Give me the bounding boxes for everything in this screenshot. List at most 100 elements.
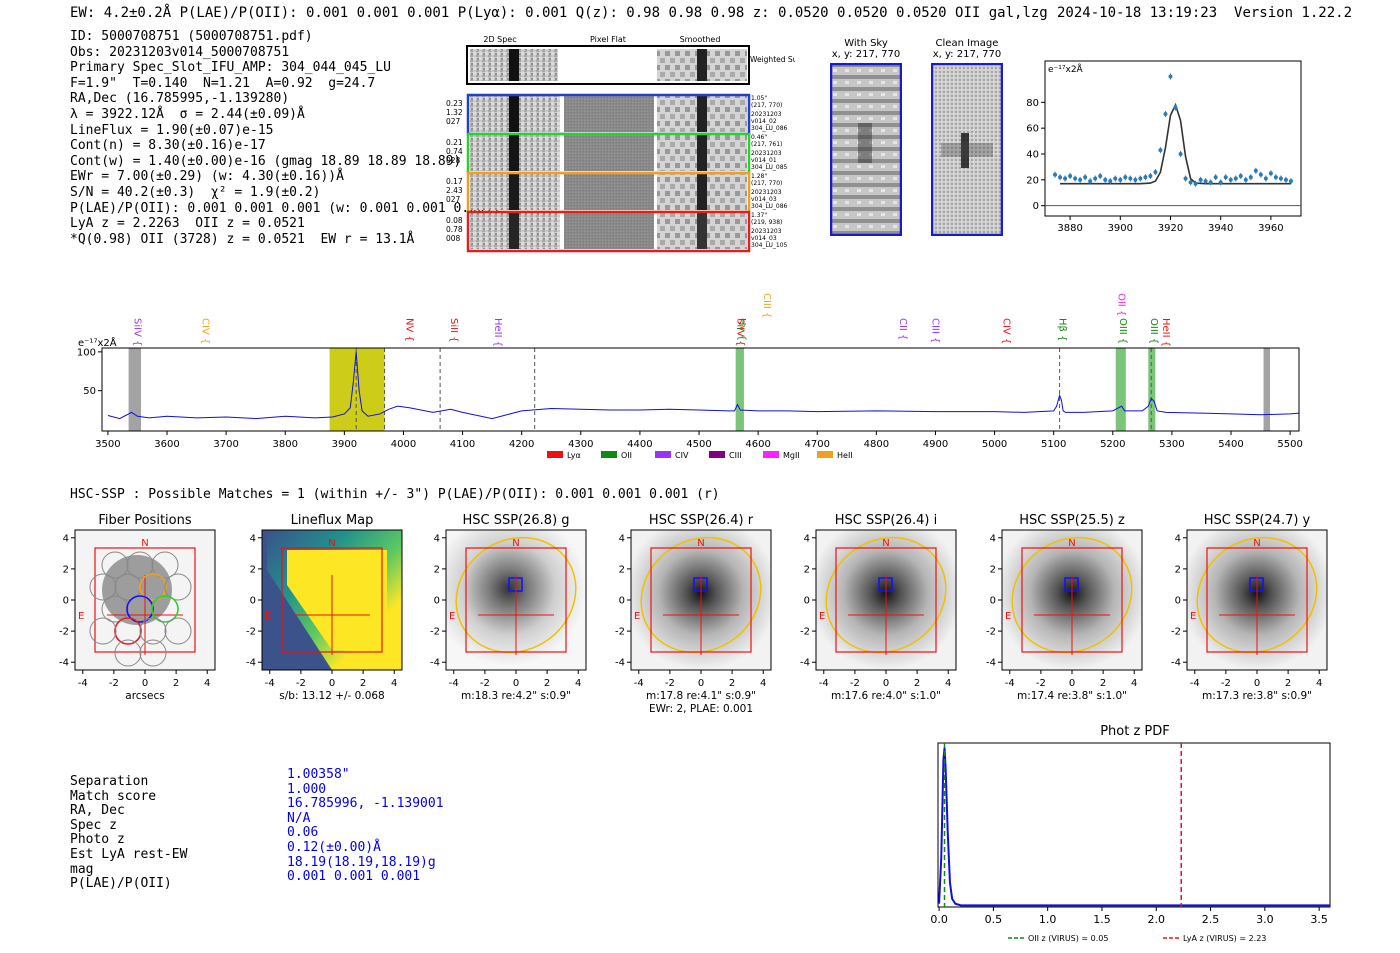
cutout-panel-7: HSC SSP(24.7) y N E -4 -4 -2 -2 0 0 2 2 4 4 m:17.3 re…	[1171, 513, 1328, 702]
info-lya-oii-z: LyA z = 2.2263 OII z = 0.0521	[70, 216, 305, 232]
summary-header: EW: 4.2±0.2Å P(LAE)/P(OII): 0.001 0.001 …	[70, 5, 1048, 21]
zoom-data-point	[1148, 173, 1153, 178]
spectrum-line-label: Hβ {	[1057, 318, 1068, 341]
zoom-data-point	[1248, 175, 1253, 180]
stamp-row-1-left-b: 1.32	[446, 108, 463, 117]
cutout-xtick-label: 2	[1100, 678, 1106, 689]
spectrum-xtick-label: 4000	[391, 439, 416, 450]
stamp-row-4-right-d: v014_03	[751, 235, 777, 242]
spectrum-line-label: HeII {	[1160, 318, 1171, 347]
cutout-ytick-label: 0	[804, 596, 810, 607]
spectrum-line-label: CII {	[897, 318, 908, 340]
stamp-row-1-right-a: 1.05"	[751, 95, 767, 102]
fiber-circle	[126, 551, 154, 579]
zoom-data-point	[1158, 148, 1163, 153]
cutout-ytick-label: 0	[990, 596, 996, 607]
spectrum-ylabel: e⁻¹⁷x2Å	[78, 336, 117, 349]
timestamp: 2024-10-18 13:19:23	[1057, 5, 1218, 21]
zoom-data-point	[1073, 176, 1078, 181]
photz-xtick-label: 3.5	[1310, 913, 1328, 926]
spec-stamps: 2D Spec Pixel Flat Smoothed Weighted Sum…	[446, 35, 795, 253]
value-photo-z: 0.06	[287, 825, 319, 841]
cutout-title: HSC SSP(26.8) g	[462, 513, 569, 528]
cutout-xtick-label: 4	[760, 678, 766, 689]
clean-image-coords: x, y: 217, 770	[932, 49, 1002, 60]
stamp-row-4-right-b: (219, 938)	[751, 219, 782, 226]
spectrum-line-label: CIII {	[930, 318, 941, 343]
cutout-ytick-label: 2	[434, 564, 440, 575]
zoom-data-point	[1288, 179, 1293, 184]
stamp-row-3-left-a: 0.17	[446, 177, 463, 186]
cutout-title: HSC SSP(26.4) i	[835, 513, 937, 528]
zoom-data-point	[1103, 177, 1108, 182]
zoom-data-point	[1208, 180, 1213, 185]
spectrum-legend-swatch	[601, 451, 617, 458]
cutout-title: Fiber Positions	[98, 513, 191, 528]
spectrum-xtick-label: 5300	[1159, 439, 1184, 450]
value-est-lya-ew: 0.12(±0.00)Å	[287, 839, 381, 855]
zoom-data-point	[1058, 175, 1063, 180]
spectrum-xtick-label: 5500	[1277, 439, 1302, 450]
value-mag: 18.19(18.19,18.19)g	[287, 854, 436, 870]
zoom-data-point	[1183, 176, 1188, 181]
cutout-ytick-label: -4	[430, 658, 440, 669]
cutout-ytick-label: 2	[1175, 564, 1181, 575]
fiber-circle	[126, 595, 154, 623]
cutout-xtick-label: -2	[1221, 678, 1231, 689]
zoom-data-point	[1063, 176, 1068, 181]
spectrum-xtick-label: 4900	[923, 439, 948, 450]
zoom-data-point	[1258, 172, 1263, 177]
cutout-xtick-label: 4	[1131, 678, 1137, 689]
fiber-circle	[114, 573, 142, 601]
cutout-ytick-label: -2	[986, 627, 996, 638]
spectrum-xtick-label: 4500	[686, 439, 711, 450]
fiber-circle	[151, 595, 179, 623]
detection-info: ID: 5000708751 (5000708751.pdf) Obs: 202…	[70, 29, 500, 247]
stamp-row-3-right-d: v014_03	[751, 196, 777, 203]
zoom-axes-frame	[1044, 60, 1302, 217]
spectrum-xtick-label: 4400	[627, 439, 652, 450]
cutout-ytick-label: 4	[619, 533, 625, 544]
full-spectrum-plot: SiIV {CIV {NV {SiII {HeII {SiIV {CIII {H…	[77, 293, 1303, 460]
stamp-row-1-right-c: 20231203	[751, 111, 782, 118]
spectrum-legend-label: OII	[621, 451, 632, 460]
cutout-ytick-label: 2	[804, 564, 810, 575]
stamp-row-2-left-b: 0.74	[446, 147, 463, 156]
info-obs: Obs: 20231203v014_5000708751	[70, 44, 290, 60]
stamp-row-2-right-c: 20231203	[751, 150, 782, 157]
cutout-ytick-label: -2	[1171, 627, 1181, 638]
clean-image	[931, 63, 1003, 236]
cutout-xtick-label: 4	[204, 678, 210, 689]
spectrum-legend-swatch	[547, 451, 563, 458]
zoom-data-point	[1263, 176, 1268, 181]
spectrum-xtick-label: 3700	[213, 439, 238, 450]
cutout-xtick-label: -4	[1190, 678, 1200, 689]
cutout-ytick-label: -2	[246, 627, 256, 638]
zoom-ytick-label: 80	[1026, 98, 1039, 109]
zoom-data-point	[1238, 173, 1243, 178]
spectrum-line-label: Hγ {	[736, 318, 747, 341]
zoom-line-plot: e⁻¹⁷x2Å 3880 3900 3920 3940 3960 0 20 40 60 80	[1026, 60, 1302, 232]
zoom-data-point	[1218, 180, 1223, 185]
weighted-line-emission	[509, 49, 519, 81]
stamp-row-4-left-a: 0.08	[446, 216, 463, 225]
value-separation: 1.00358"	[287, 767, 350, 782]
photz-xtick-label: 2.5	[1202, 913, 1220, 926]
zoom-data-point	[1228, 177, 1233, 182]
photz-xtick-label: 2.0	[1148, 913, 1166, 926]
cutout-panel-4: HSC SSP(26.4) r N E -4 -4 -2 -2 0 0 2 2 4 4 m:17.8 re…	[615, 513, 772, 715]
cutout-xtick-label: -4	[449, 678, 459, 689]
photz-xtick-label: 1.5	[1093, 913, 1111, 926]
zoom-data-point	[1113, 176, 1118, 181]
photz-pdf-plot: 0.0 0.5 1.0 1.5 2.0 2.5 3.0 3.5 OII z (VIRUS) = …	[930, 742, 1331, 943]
cutout-xtick-label: -2	[850, 678, 860, 689]
value-match-score: 1.000	[287, 781, 327, 797]
cutout-ytick-label: 0	[434, 596, 440, 607]
spectrum-line-label: SiIV {	[734, 318, 745, 346]
zoom-data-point	[1193, 181, 1198, 186]
cutout-xtick-label: 2	[1285, 678, 1291, 689]
value-ra-dec: 16.785996, -1.139001	[287, 796, 444, 812]
photz-legend-label: LyA z (VIRUS) = 2.23	[1183, 934, 1266, 943]
cutout-panels: Fiber Positions N E -4 -4 -2 -2 0 0 2 2 4 4 arcsecs Li…	[59, 513, 1328, 715]
cutout-xtick-label: -2	[296, 678, 306, 689]
